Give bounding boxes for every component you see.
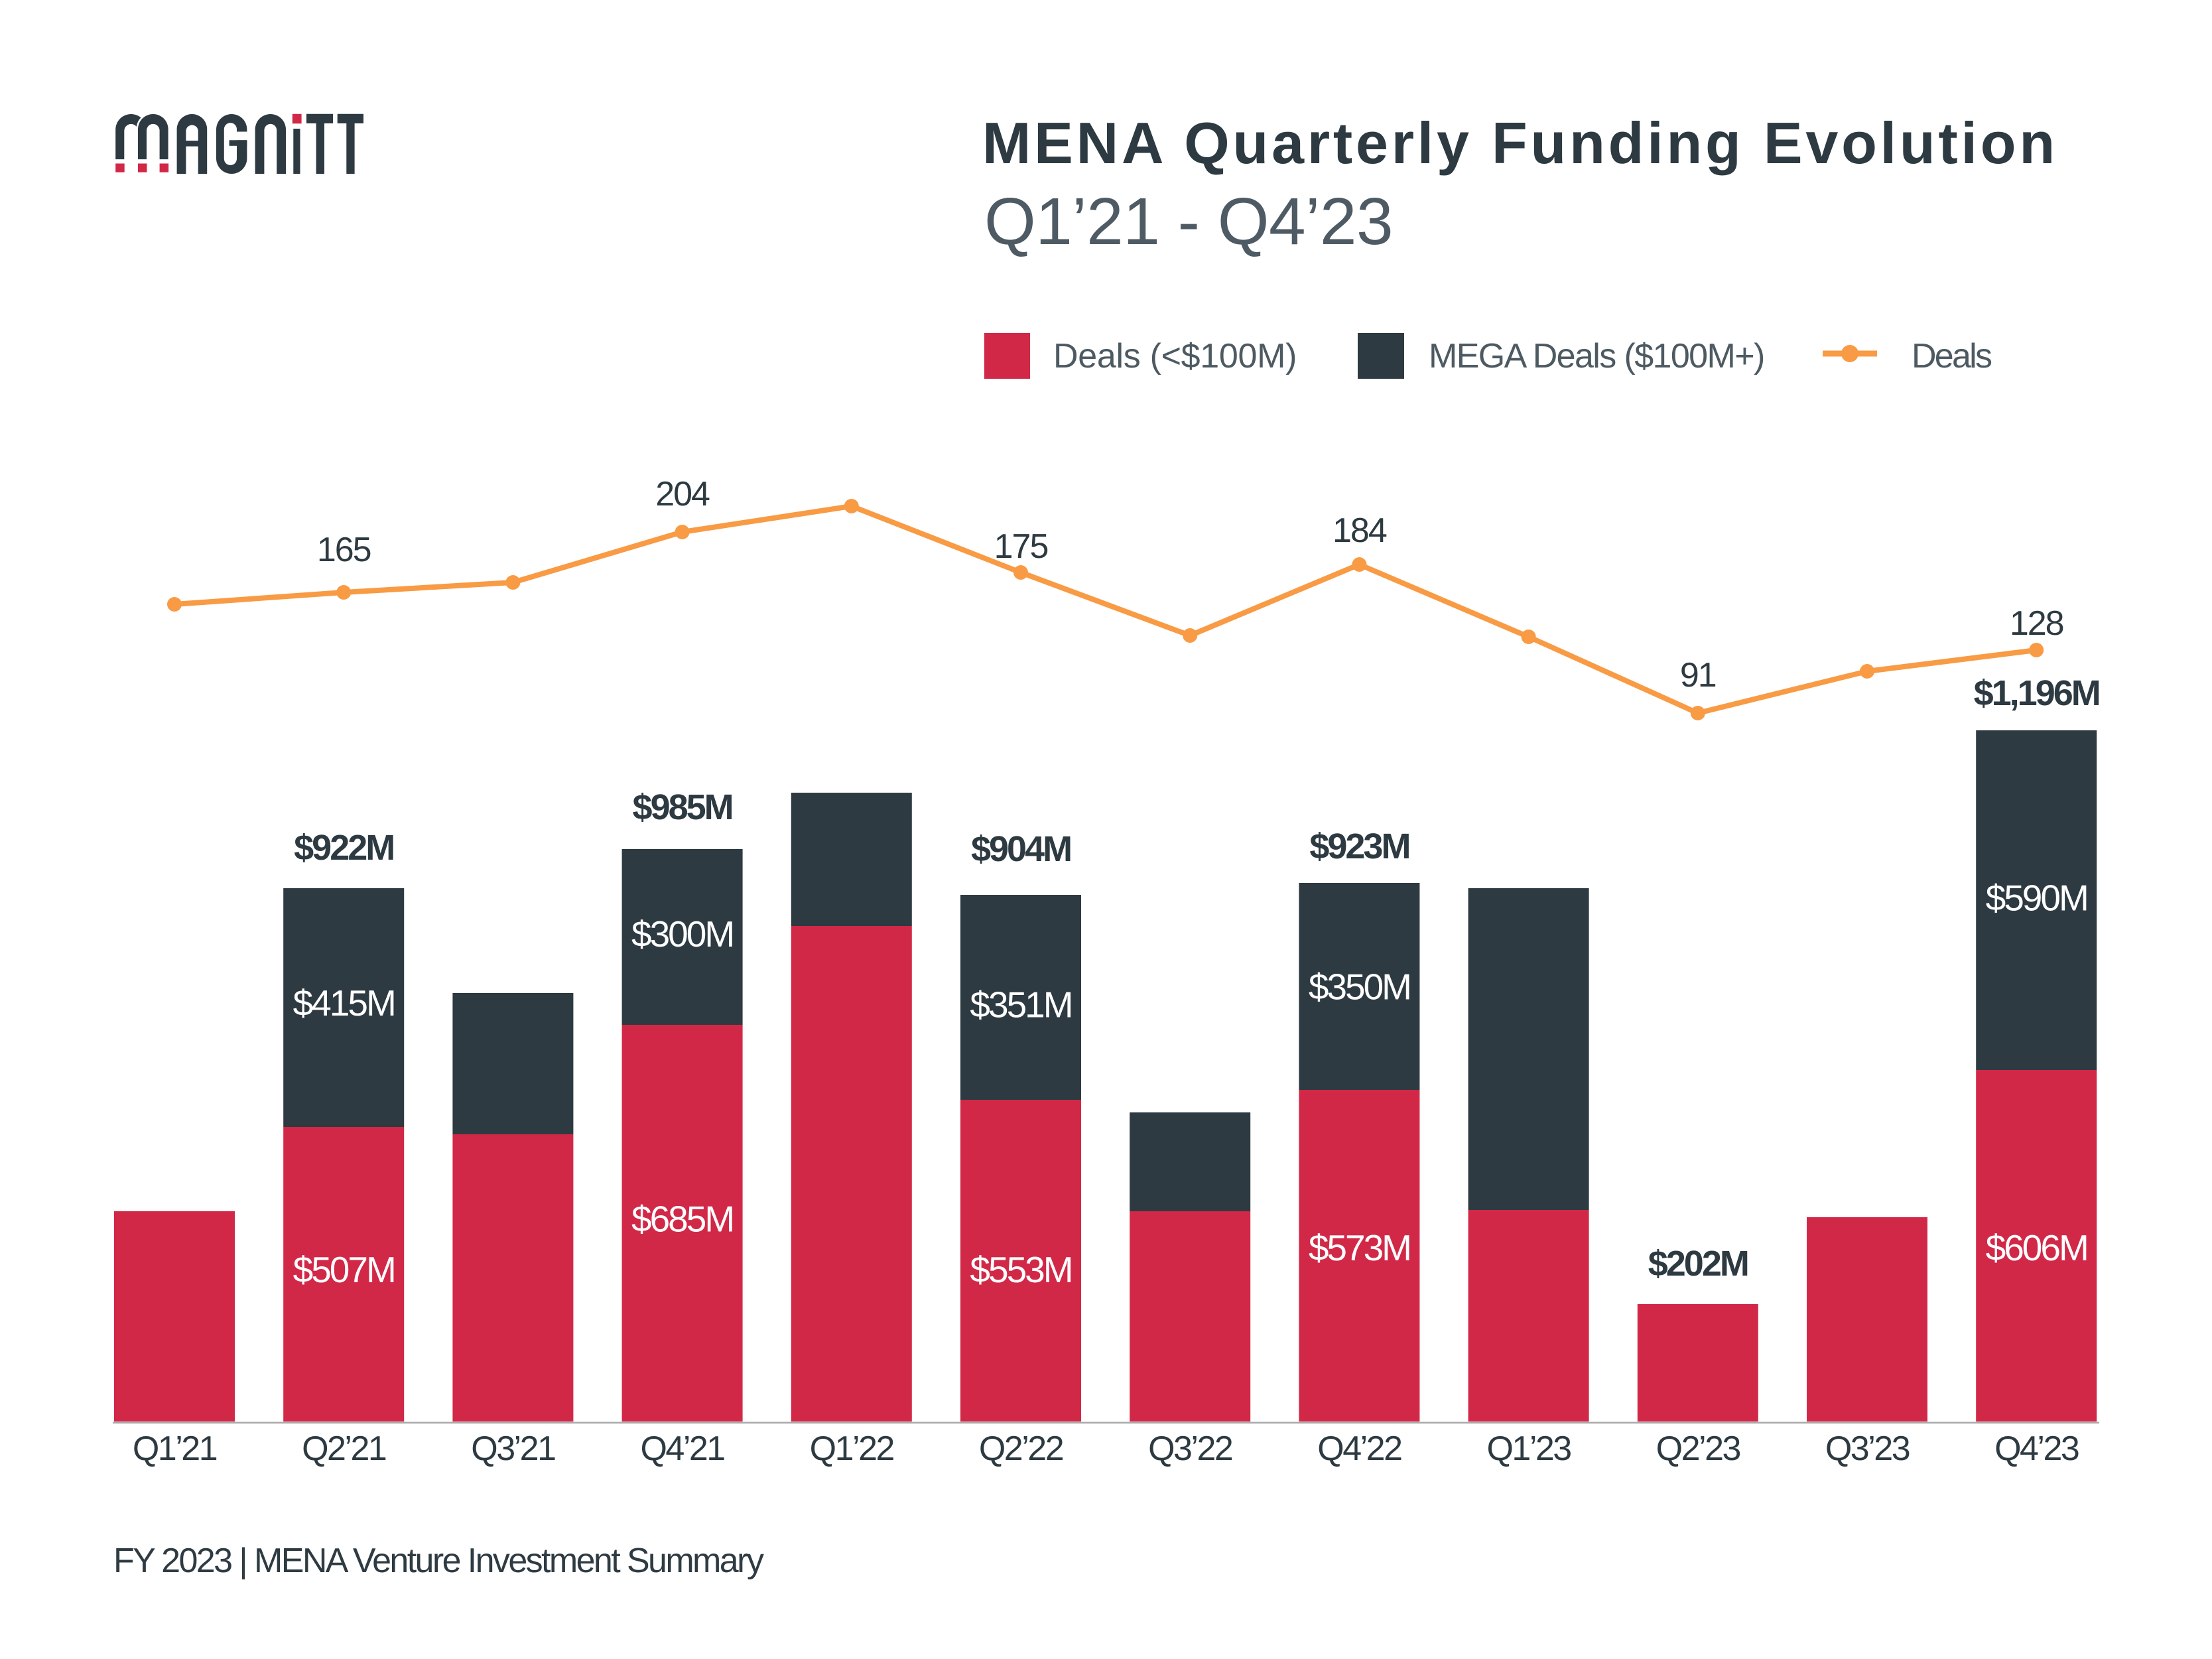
svg-text:128: 128	[2010, 604, 2063, 643]
svg-text:$350M: $350M	[1309, 966, 1410, 1008]
svg-text:Deals: Deals	[1912, 337, 1992, 375]
svg-text:$415M: $415M	[293, 982, 395, 1024]
svg-text:MEGA Deals ($100M+): MEGA Deals ($100M+)	[1429, 337, 1764, 375]
svg-text:$685M: $685M	[631, 1199, 733, 1240]
svg-text:$507M: $507M	[293, 1249, 395, 1290]
svg-text:$904M: $904M	[971, 829, 1071, 869]
svg-text:$922M: $922M	[294, 828, 393, 868]
svg-text:Q3’21: Q3’21	[471, 1429, 555, 1468]
svg-text:$300M: $300M	[631, 913, 733, 955]
svg-text:Q2’21: Q2’21	[302, 1429, 386, 1468]
svg-text:$351M: $351M	[970, 984, 1071, 1026]
svg-text:Q3’23: Q3’23	[1825, 1429, 1910, 1468]
svg-text:$202M: $202M	[1648, 1244, 1748, 1284]
svg-text:$1,196M: $1,196M	[1974, 673, 2099, 713]
svg-text:Q1’22: Q1’22	[810, 1429, 894, 1468]
svg-text:FY 2023 | MENA Venture Investm: FY 2023 | MENA Venture Investment Summar…	[113, 1542, 764, 1580]
svg-text:Q4’22: Q4’22	[1317, 1429, 1401, 1468]
svg-text:$573M: $573M	[1309, 1227, 1410, 1268]
svg-text:Q2’23: Q2’23	[1656, 1429, 1740, 1468]
svg-text:MENA Quarterly Funding Evoluti: MENA Quarterly Funding Evolution	[982, 110, 2058, 176]
svg-text:$985M: $985M	[633, 787, 732, 827]
svg-text:Q4’23: Q4’23	[1994, 1429, 2079, 1468]
svg-text:$606M: $606M	[1986, 1227, 2087, 1268]
svg-text:184: 184	[1333, 511, 1387, 550]
svg-text:Deals (<$100M): Deals (<$100M)	[1053, 337, 1297, 375]
svg-text:Q4’21: Q4’21	[640, 1429, 724, 1468]
svg-text:Q1’21 - Q4’23: Q1’21 - Q4’23	[984, 184, 1393, 259]
svg-text:91: 91	[1680, 656, 1716, 695]
svg-text:204: 204	[655, 475, 710, 513]
svg-text:Q2’22: Q2’22	[979, 1429, 1063, 1468]
svg-text:165: 165	[317, 531, 371, 569]
svg-text:Q3’22: Q3’22	[1148, 1429, 1232, 1468]
svg-text:$553M: $553M	[970, 1249, 1071, 1290]
svg-text:$923M: $923M	[1309, 827, 1409, 866]
svg-text:Q1’23: Q1’23	[1486, 1429, 1571, 1468]
svg-text:Q1’21: Q1’21	[133, 1429, 217, 1468]
svg-text:175: 175	[994, 527, 1048, 566]
svg-text:$590M: $590M	[1986, 878, 2087, 919]
